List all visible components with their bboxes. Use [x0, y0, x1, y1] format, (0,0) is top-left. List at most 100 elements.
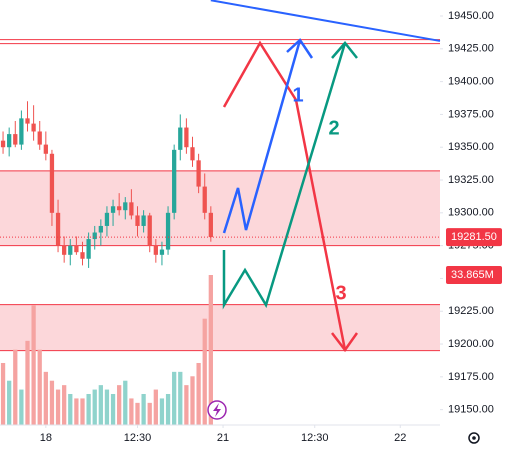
candle-body	[184, 127, 189, 148]
y-tick-label: 19375.00	[448, 108, 494, 120]
y-tick-label: 19400.00	[448, 76, 494, 88]
volume-bar	[135, 402, 140, 425]
price-tag-label: 19281.50	[451, 231, 497, 243]
x-tick-label: 22	[394, 432, 406, 444]
candle-body	[178, 127, 183, 150]
x-tick-label: 18	[40, 432, 52, 444]
price-tag	[446, 228, 502, 247]
candle-body	[62, 245, 67, 255]
y-tick-label: 19200.00	[448, 338, 494, 350]
x-tick-label: 12:30	[124, 432, 152, 444]
y-tick-label: 19350.00	[448, 141, 494, 153]
volume-tag	[446, 266, 502, 284]
volume-bar	[13, 349, 18, 425]
volume-bar	[208, 275, 213, 425]
volume-bar	[123, 380, 128, 425]
candle-body	[7, 134, 12, 148]
blue-arrow-path	[222, 39, 302, 234]
volume-bar	[153, 389, 158, 425]
zone	[0, 304, 440, 351]
candle-body	[55, 212, 61, 246]
y-tick-label: 19175.00	[448, 371, 494, 383]
y-tick-label: 19450.00	[448, 10, 494, 22]
candle-body	[0, 140, 6, 148]
candle-body	[25, 118, 30, 124]
red-arrow-head	[331, 332, 359, 353]
volume-bar	[49, 380, 55, 425]
green-arrow-path	[222, 42, 347, 310]
candle-body	[147, 215, 152, 246]
candle-body	[74, 245, 79, 253]
zone	[0, 170, 440, 246]
volume-bar	[31, 305, 36, 425]
candle-body	[13, 134, 18, 145]
candle-body	[110, 206, 116, 213]
drawings	[222, 38, 359, 353]
volume-bar	[141, 393, 146, 425]
candle-body	[123, 202, 128, 211]
y-tick-label: 19425.00	[448, 43, 494, 55]
trendline	[210, 0, 441, 42]
candle-body	[86, 239, 91, 259]
volume-bar	[0, 362, 6, 425]
candle-body	[172, 149, 177, 213]
settings-icon-center	[472, 436, 476, 440]
volume-bar	[184, 385, 189, 425]
annotation: 3	[335, 282, 346, 304]
volume-bar	[98, 385, 103, 425]
volume-bar	[37, 349, 42, 425]
red-arrow-path	[222, 40, 347, 351]
annotation: 1	[292, 84, 303, 106]
volume-bar	[178, 371, 183, 425]
volume-bar	[92, 389, 97, 425]
candle-body	[129, 202, 134, 216]
volume-bar	[68, 393, 73, 425]
candle-body	[19, 118, 24, 145]
y-tick-label: 19300.00	[448, 207, 494, 219]
candle-body	[208, 212, 213, 238]
volume-bar	[55, 389, 61, 425]
candle-body	[165, 212, 171, 250]
candle-body	[68, 245, 73, 255]
volume-tag-label: 33.865M	[451, 269, 494, 281]
candle-body	[104, 212, 110, 226]
volume-bar	[62, 385, 67, 425]
volume-bar	[172, 371, 177, 425]
candle-body	[43, 144, 48, 154]
volume-bar	[25, 340, 30, 425]
volume-bar	[7, 380, 12, 425]
candle-body	[190, 147, 195, 161]
candle-body	[141, 215, 146, 226]
lightning-glyph	[213, 403, 221, 417]
candle-body	[153, 245, 158, 255]
volume-bar	[43, 371, 48, 425]
annotation: 2	[328, 117, 339, 139]
volume-bar	[147, 402, 152, 425]
volume-bar	[74, 398, 79, 425]
green-arrow-head	[331, 41, 358, 59]
candle-body	[202, 186, 207, 213]
blue-arrow-head	[286, 38, 314, 59]
y-tick-label: 19325.00	[448, 174, 494, 186]
candle-body	[31, 123, 36, 132]
volume-bar	[159, 398, 165, 425]
volume-bar	[19, 389, 24, 425]
candle-body	[135, 215, 140, 226]
y-tick-label: 19150.00	[448, 404, 494, 416]
volume-bar	[117, 385, 122, 425]
x-tick-label: 12:30	[301, 432, 329, 444]
volume-bar	[104, 389, 110, 425]
volume-bar	[129, 398, 134, 425]
settings-icon[interactable]	[468, 432, 480, 444]
volume-bar	[165, 393, 171, 425]
volume-bar	[110, 393, 116, 425]
candle-body	[80, 252, 85, 259]
volume-bar	[202, 318, 207, 425]
candle-body	[98, 225, 103, 233]
candle-body	[159, 249, 165, 255]
volume-bar	[196, 362, 201, 425]
volume-bar	[86, 393, 91, 425]
volume-bar	[80, 398, 85, 425]
x-tick-label: 21	[217, 432, 229, 444]
